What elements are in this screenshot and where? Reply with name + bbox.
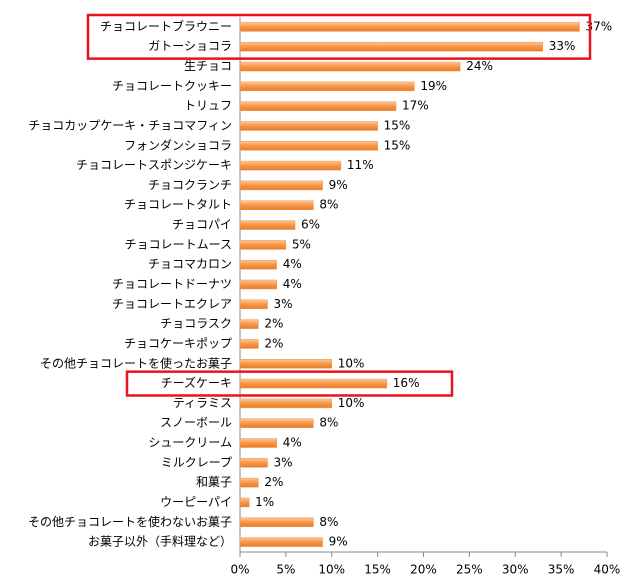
highlight-box	[125, 370, 454, 397]
value-label: 4%	[283, 277, 302, 291]
value-label: 19%	[420, 79, 447, 93]
value-label: 15%	[384, 118, 411, 132]
y-tick-label: チョコマカロン	[148, 257, 232, 271]
x-tick-label: 10%	[318, 563, 345, 577]
x-tick-label: 15%	[364, 563, 391, 577]
y-tick-label: チョコレートタルト	[124, 198, 232, 212]
bar	[239, 141, 378, 151]
x-tick-label: 30%	[502, 563, 529, 577]
y-tick-label: 和菓子	[196, 475, 232, 489]
value-label: 1%	[255, 495, 274, 509]
y-tick-label: フォンダンショコラ	[124, 137, 232, 152]
y-tick-label: トリュフ	[184, 99, 232, 113]
y-tick-label: チーズケーキ	[161, 375, 232, 390]
y-tick-label: チョコラスク	[160, 317, 232, 331]
bar	[239, 101, 397, 111]
value-label: 11%	[347, 158, 374, 172]
bar	[239, 319, 259, 329]
bar	[239, 359, 332, 369]
value-label: 5%	[292, 237, 311, 251]
value-label: 6%	[301, 218, 320, 232]
y-tick-label: チョコケーキポップ	[124, 336, 232, 350]
bar	[239, 339, 259, 349]
bar	[239, 41, 544, 52]
bar	[239, 477, 259, 488]
bar	[239, 61, 461, 72]
y-tick-label: チョコレートドーナツ	[112, 277, 232, 291]
x-tick-label: 0%	[230, 563, 249, 577]
bar	[239, 240, 287, 250]
bar	[239, 180, 323, 191]
bar	[239, 378, 388, 389]
value-label: 37%	[585, 19, 612, 33]
y-tick-label: ティラミス	[173, 396, 232, 410]
bar	[239, 398, 332, 409]
y-tick-label: チョコレートスポンジケーキ	[76, 158, 232, 172]
x-tick-label: 35%	[548, 563, 575, 577]
bar	[239, 497, 250, 508]
x-tick-label: 40%	[594, 563, 621, 577]
y-tick-label: チョコパイ	[172, 218, 232, 232]
y-tick-label: お菓子以外（手料理など）	[88, 535, 232, 549]
bar	[239, 81, 415, 92]
bar	[239, 259, 277, 270]
bar	[239, 160, 342, 171]
value-label: 4%	[283, 257, 302, 271]
value-label: 3%	[274, 297, 293, 311]
y-tick-label: チョコレートクッキー	[112, 79, 232, 93]
x-tick-label: 25%	[456, 563, 483, 577]
bar	[239, 418, 314, 428]
value-label: 33%	[549, 39, 576, 53]
value-label: 15%	[384, 138, 411, 152]
value-label: 2%	[264, 317, 283, 331]
bar	[239, 438, 277, 448]
y-tick-label: チョコレートブラウニー	[100, 18, 232, 33]
bar	[239, 299, 268, 310]
value-label: 9%	[329, 535, 348, 549]
bar	[239, 220, 296, 230]
y-tick-label: ウーピーパイ	[160, 495, 232, 509]
bar	[239, 537, 323, 547]
value-label: 3%	[274, 455, 293, 469]
value-label: 4%	[283, 436, 302, 450]
value-label: 9%	[329, 178, 348, 192]
x-tick-label: 5%	[276, 563, 295, 577]
y-tick-label: ミルクレープ	[161, 455, 232, 469]
highlight-box	[86, 13, 592, 60]
bar	[239, 121, 378, 131]
y-tick-label: その他チョコレートを使ったお菓子	[40, 355, 232, 370]
bar	[239, 200, 314, 210]
value-label: 8%	[319, 198, 338, 212]
y-tick-label: チョコレートムース	[125, 237, 232, 251]
value-label: 8%	[319, 416, 338, 430]
y-tick-label: その他チョコレートを使わないお菓子	[28, 514, 232, 529]
bar	[239, 458, 268, 468]
value-label: 2%	[264, 336, 283, 350]
value-label: 2%	[264, 475, 283, 489]
value-label: 10%	[338, 356, 365, 370]
y-tick-label: チョコレートエクレア	[112, 297, 232, 311]
bar	[239, 22, 580, 32]
value-label: 10%	[338, 396, 365, 410]
y-tick-label: スノーボール	[160, 416, 232, 430]
value-label: 8%	[319, 515, 338, 529]
y-tick-label: 生チョコ	[184, 59, 232, 73]
y-tick-label: ガトーショコラ	[148, 39, 232, 53]
y-tick-label: チョコクランチ	[148, 178, 232, 192]
bar	[239, 517, 314, 528]
value-label: 24%	[466, 59, 493, 73]
value-label: 17%	[402, 99, 429, 113]
bar	[239, 279, 277, 290]
y-tick-label: シュークリーム	[148, 436, 232, 450]
y-tick-label: チョコカップケーキ・チョコマフィン	[28, 118, 232, 132]
value-label: 16%	[393, 376, 420, 390]
x-tick-label: 20%	[410, 563, 437, 577]
